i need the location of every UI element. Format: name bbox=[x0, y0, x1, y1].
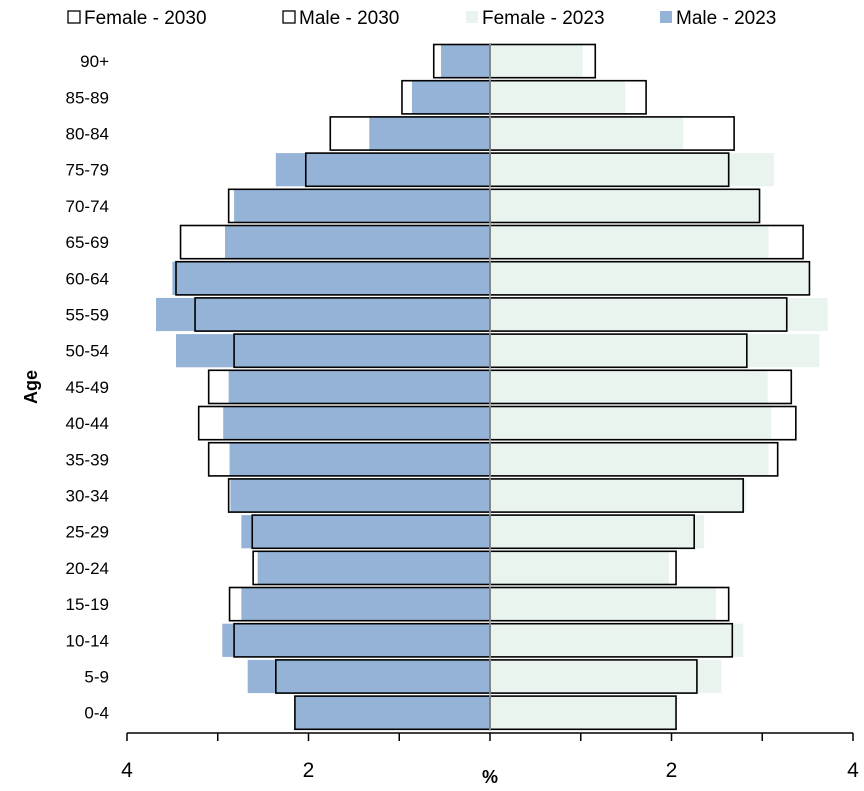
bar-male-2023-30-34 bbox=[230, 478, 490, 513]
age-label-60-64: 60-64 bbox=[66, 269, 109, 288]
bar-male-2023-70-74 bbox=[234, 189, 490, 223]
bar-male-2023-80-84 bbox=[369, 116, 490, 151]
bar-female-2023-55-59 bbox=[490, 297, 828, 332]
age-label-20-24: 20-24 bbox=[66, 559, 109, 578]
bar-male-2023-40-44 bbox=[223, 406, 490, 440]
bar-female-2023-60-64 bbox=[490, 261, 809, 295]
bar-female-2023-50-54 bbox=[490, 334, 820, 368]
age-label-70-74: 70-74 bbox=[66, 197, 109, 216]
bar-male-2023-55-59 bbox=[156, 297, 491, 332]
legend-label: Male - 2030 bbox=[299, 8, 399, 29]
bar-male-2023-35-39 bbox=[229, 442, 491, 476]
bar-female-2023-5-9 bbox=[490, 659, 722, 694]
chart-legend: Female - 2030 Male - 2030 Female - 2023 Mal… bbox=[67, 8, 776, 29]
age-label-90plus: 90+ bbox=[80, 52, 109, 71]
bar-female-2023-0-4 bbox=[490, 696, 677, 730]
bar-male-2023-25-29 bbox=[241, 515, 490, 549]
age-label-40-44: 40-44 bbox=[66, 414, 109, 433]
x-axis-title: % bbox=[482, 767, 498, 787]
x-tick-label: 2 bbox=[666, 759, 678, 782]
age-label-35-39: 35-39 bbox=[66, 450, 109, 469]
age-label-65-69: 65-69 bbox=[66, 233, 109, 252]
age-label-25-29: 25-29 bbox=[66, 523, 109, 542]
bar-female-2023-20-24 bbox=[490, 551, 669, 585]
legend-label: Male - 2023 bbox=[676, 8, 776, 29]
bar-female-2023-35-39 bbox=[490, 442, 769, 476]
bar-male-2023-50-54 bbox=[176, 334, 490, 368]
bar-female-2023-85-89 bbox=[490, 80, 626, 114]
age-label-85-89: 85-89 bbox=[66, 88, 109, 107]
bar-female-2023-65-69 bbox=[490, 225, 769, 259]
age-label-5-9: 5-9 bbox=[84, 668, 109, 687]
age-label-50-54: 50-54 bbox=[66, 342, 109, 361]
bar-male-2023-75-79 bbox=[275, 153, 490, 187]
bar-male-2023-0-4 bbox=[294, 696, 490, 730]
bar-female-2023-45-49 bbox=[490, 370, 768, 404]
bar-male-2023-85-89 bbox=[411, 80, 490, 114]
age-label-10-14: 10-14 bbox=[66, 631, 109, 650]
age-label-15-19: 15-19 bbox=[66, 595, 109, 614]
y-axis-title: Age bbox=[21, 370, 41, 404]
legend-swatch bbox=[67, 10, 81, 24]
bar-male-2023-5-9 bbox=[247, 659, 490, 694]
age-label-55-59: 55-59 bbox=[66, 306, 109, 325]
age-label-75-79: 75-79 bbox=[66, 161, 109, 180]
bar-male-2023-45-49 bbox=[228, 370, 490, 404]
legend-swatch bbox=[282, 10, 296, 24]
bar-male-2023-65-69 bbox=[225, 225, 490, 259]
age-label-45-49: 45-49 bbox=[66, 378, 109, 397]
bar-male-2023-90plus bbox=[440, 44, 490, 78]
bar-female-2023-90plus bbox=[490, 44, 583, 78]
x-tick-label: 4 bbox=[847, 759, 859, 782]
bar-female-2023-40-44 bbox=[490, 406, 772, 440]
bar-male-2023-15-19 bbox=[241, 587, 490, 621]
bar-female-2023-25-29 bbox=[490, 515, 705, 549]
age-label-80-84: 80-84 bbox=[66, 125, 109, 144]
bar-male-2023-20-24 bbox=[257, 551, 490, 585]
bar-female-2023-30-34 bbox=[490, 478, 746, 513]
x-tick-label: 2 bbox=[303, 759, 315, 782]
legend-label: Female - 2030 bbox=[84, 8, 207, 29]
age-group-labels: 0-4 5-9 10-14 15-19 20-24 25-29 30-34 35-39 40-4… bbox=[66, 52, 110, 723]
legend-label: Female - 2023 bbox=[482, 8, 605, 29]
x-tick-label: 4 bbox=[121, 759, 133, 782]
bar-female-2023-70-74 bbox=[490, 189, 760, 223]
bar-male-2023-10-14 bbox=[222, 623, 490, 657]
bar-female-2023-75-79 bbox=[490, 153, 775, 187]
age-label-30-34: 30-34 bbox=[66, 487, 109, 506]
legend-swatch bbox=[466, 11, 478, 23]
bar-female-2023-10-14 bbox=[490, 623, 744, 657]
bar-female-2023-80-84 bbox=[490, 116, 684, 151]
chart-axes: 4 2 2 4 bbox=[121, 43, 859, 782]
bar-male-2023-60-64 bbox=[172, 261, 490, 295]
bar-female-2023-15-19 bbox=[490, 587, 716, 621]
age-label-0-4: 0-4 bbox=[84, 704, 109, 723]
legend-swatch bbox=[660, 11, 672, 23]
bars-2023 bbox=[156, 44, 828, 730]
